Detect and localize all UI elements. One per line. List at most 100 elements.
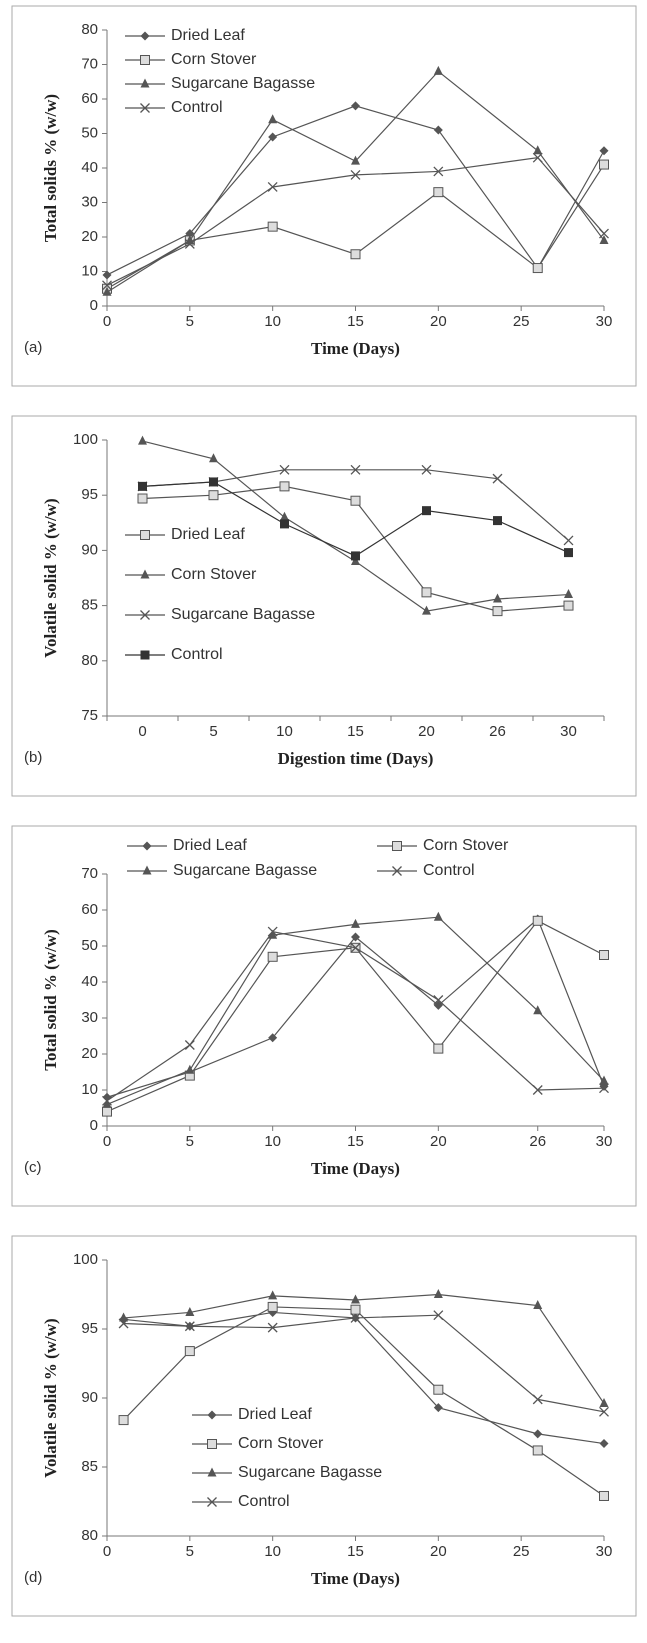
marker bbox=[351, 155, 360, 165]
x-tick-label: 15 bbox=[347, 1133, 364, 1150]
legend-item: Dried Leaf bbox=[125, 27, 245, 44]
marker bbox=[268, 1290, 278, 1300]
x-tick-label: 0 bbox=[138, 723, 146, 740]
marker bbox=[351, 932, 360, 942]
x-tick-label: 15 bbox=[347, 723, 364, 740]
marker bbox=[102, 1095, 112, 1106]
marker bbox=[392, 841, 402, 851]
marker bbox=[350, 464, 361, 475]
x-axis-label: Time (Days) bbox=[311, 1159, 400, 1178]
marker bbox=[280, 519, 289, 529]
marker bbox=[140, 650, 150, 660]
marker bbox=[350, 495, 361, 506]
legend-label: Sugarcane Bagasse bbox=[171, 75, 315, 92]
panel-label: (b) bbox=[24, 749, 42, 766]
marker bbox=[350, 1304, 361, 1315]
chart-frame bbox=[11, 415, 637, 797]
x-tick-label: 5 bbox=[186, 313, 194, 330]
marker bbox=[118, 1415, 129, 1426]
y-tick-label: 80 bbox=[81, 1527, 98, 1544]
legend-label: Control bbox=[238, 1493, 290, 1510]
marker bbox=[493, 593, 502, 603]
y-axis-label: Total solid % (w/w) bbox=[41, 929, 60, 1071]
marker bbox=[268, 132, 278, 142]
marker bbox=[564, 548, 573, 558]
y-axis-label: Volatile solid % (w/w) bbox=[41, 1318, 60, 1477]
marker bbox=[533, 1429, 543, 1439]
y-tick-label: 95 bbox=[81, 1320, 98, 1337]
chart-frame bbox=[11, 1235, 637, 1617]
marker bbox=[207, 1439, 217, 1449]
legend-label: Corn Stover bbox=[423, 837, 509, 854]
legend-item: Sugarcane Bagasse bbox=[127, 862, 317, 879]
legend-item: Corn Stover bbox=[125, 566, 257, 583]
y-tick-label: 0 bbox=[90, 297, 98, 314]
chart: 75 80 85 90 95 100 0 5 10 15 20 26 30 Digestion time … bbox=[11, 415, 637, 797]
marker bbox=[532, 915, 543, 926]
legend-item: Dried Leaf bbox=[127, 837, 247, 854]
marker bbox=[138, 435, 147, 445]
marker bbox=[599, 1398, 609, 1408]
legend-item: Corn Stover bbox=[125, 51, 257, 68]
marker bbox=[492, 473, 503, 484]
marker bbox=[533, 1005, 543, 1015]
marker bbox=[140, 610, 150, 620]
marker bbox=[493, 516, 502, 526]
y-tick-label: 20 bbox=[81, 228, 98, 245]
y-tick-label: 100 bbox=[73, 1251, 98, 1268]
x-tick-label: 30 bbox=[596, 313, 613, 330]
legend-item: Control bbox=[192, 1493, 290, 1510]
x-axis-label: Time (Days) bbox=[311, 1569, 400, 1588]
legend-label: Sugarcane Bagasse bbox=[238, 1464, 382, 1481]
marker bbox=[433, 911, 443, 921]
x-tick-label: 26 bbox=[529, 1133, 546, 1150]
chart: 0 10 20 30 40 50 60 70 0 5 10 15 20 26 30 Time (Days) To… bbox=[11, 825, 637, 1207]
marker bbox=[267, 951, 278, 962]
marker bbox=[422, 605, 431, 615]
marker bbox=[140, 569, 150, 579]
y-tick-label: 85 bbox=[81, 597, 98, 614]
marker bbox=[184, 1346, 195, 1357]
panel-label: (a) bbox=[24, 339, 42, 356]
x-tick-label: 25 bbox=[513, 313, 530, 330]
x-tick-label: 26 bbox=[489, 723, 506, 740]
marker bbox=[185, 1064, 195, 1074]
marker bbox=[351, 551, 360, 561]
marker bbox=[209, 453, 218, 463]
marker bbox=[118, 1318, 129, 1329]
marker bbox=[140, 530, 150, 540]
marker bbox=[140, 55, 150, 65]
y-tick-label: 50 bbox=[81, 124, 98, 141]
y-tick-label: 80 bbox=[81, 21, 98, 38]
marker bbox=[422, 506, 431, 516]
marker bbox=[433, 1403, 443, 1413]
x-tick-label: 10 bbox=[264, 1133, 281, 1150]
marker bbox=[184, 1040, 195, 1050]
chart: 80 85 90 95 100 0 5 10 15 20 25 30 Time (Days) Volati… bbox=[11, 1235, 637, 1617]
y-tick-label: 95 bbox=[81, 486, 98, 503]
marker bbox=[268, 1033, 278, 1043]
marker bbox=[267, 1322, 278, 1333]
x-tick-label: 30 bbox=[596, 1543, 613, 1560]
chart-frame bbox=[11, 5, 637, 387]
marker bbox=[350, 249, 361, 260]
y-tick-label: 30 bbox=[81, 1009, 98, 1026]
y-tick-label: 50 bbox=[81, 937, 98, 954]
legend-item: Control bbox=[125, 646, 223, 663]
marker bbox=[102, 1106, 112, 1117]
marker bbox=[351, 555, 360, 565]
legend-item: Control bbox=[377, 862, 475, 879]
marker bbox=[102, 1098, 112, 1108]
marker bbox=[142, 841, 152, 851]
marker bbox=[267, 1301, 278, 1312]
x-tick-label: 15 bbox=[347, 313, 364, 330]
marker bbox=[267, 221, 278, 232]
marker bbox=[140, 78, 150, 88]
x-axis-label: Time (Days) bbox=[311, 339, 400, 358]
legend-label: Control bbox=[423, 862, 475, 879]
marker bbox=[268, 929, 278, 939]
marker bbox=[563, 535, 574, 546]
y-tick-label: 40 bbox=[81, 159, 98, 176]
legend-label: Dried Leaf bbox=[238, 1406, 312, 1423]
legend-label: Corn Stover bbox=[171, 566, 257, 583]
